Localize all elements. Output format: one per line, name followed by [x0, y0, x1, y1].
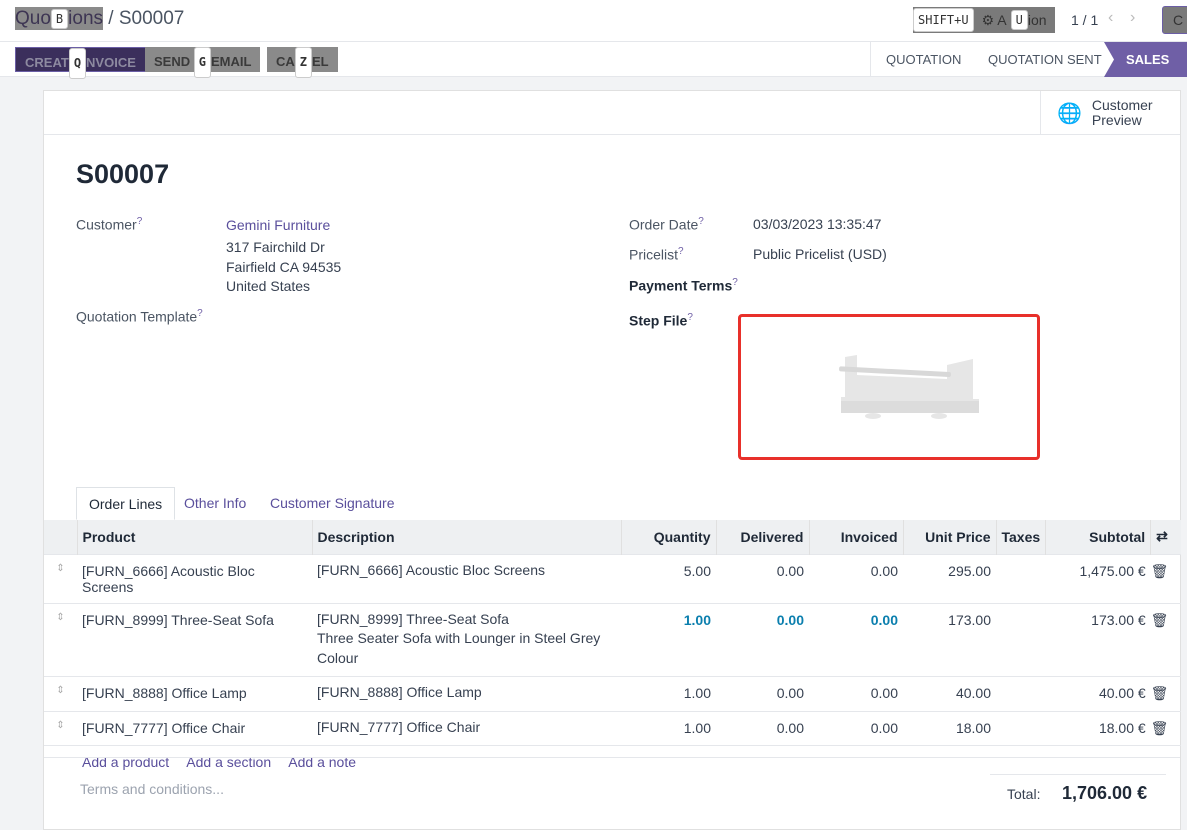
customer-address: 317 Fairchild Dr Fairfield CA 94535 United… [226, 239, 342, 294]
send-email-button[interactable]: SEND G EMAIL [145, 47, 261, 78]
quotation-template-label: Quotation Template? [76, 308, 203, 325]
trash-icon[interactable]: 🗑 [1150, 710, 1181, 746]
order-date-label: Order Date? [629, 216, 704, 233]
3d-model-preview [839, 355, 979, 419]
invoiced-cell[interactable]: 0.00 [809, 710, 903, 746]
table-row[interactable]: ⇕ [FURN_7777] Office Chair [FURN_7777] O… [44, 710, 1181, 746]
invoiced-cell[interactable]: 0.00 [809, 602, 903, 677]
invoiced-cell[interactable]: 0.00 [809, 676, 903, 711]
column-unit-price[interactable]: Unit Price [903, 520, 997, 554]
customer-label: Customer? [76, 216, 143, 233]
breadcrumb-current: S00007 [118, 8, 185, 29]
step-file-label: Step File? [629, 312, 693, 329]
invoiced-cell[interactable]: 0.00 [809, 553, 903, 603]
column-description[interactable]: Description [312, 520, 622, 554]
column-taxes[interactable]: Taxes [996, 520, 1047, 554]
product-cell[interactable]: [FURN_8999] Three-Seat Sofa [77, 602, 312, 677]
unit-price-cell[interactable]: 40.00 [903, 676, 996, 711]
payment-terms-label: Payment Terms? [629, 277, 738, 294]
delivered-cell[interactable]: 0.00 [716, 602, 809, 677]
description-cell[interactable]: [FURN_6666] Acoustic Bloc Screens [312, 553, 621, 603]
pager-previous-icon[interactable]: ‹ [1108, 9, 1114, 26]
subtotal-cell: 173.00 € [1045, 602, 1151, 677]
pricelist-label: Pricelist? [629, 246, 684, 263]
quantity-cell[interactable]: 5.00 [621, 553, 716, 603]
drag-handle-icon[interactable]: ⇕ [44, 553, 77, 603]
unit-price-cell[interactable]: 295.00 [903, 553, 996, 603]
unit-price-cell[interactable]: 173.00 [903, 602, 996, 677]
status-bar: CREAT Q NVOICE SEND G EMAIL CA Z EL QUOTATION… [0, 42, 1187, 79]
column-quantity[interactable]: Quantity [621, 520, 717, 554]
total-label: Total: [1007, 786, 1041, 802]
table-row[interactable]: ⇕ [FURN_6666] Acoustic Bloc Screens [FUR… [44, 553, 1181, 603]
drag-handle-icon[interactable]: ⇕ [44, 602, 77, 677]
shortcut-key: B [50, 8, 69, 29]
record-name: S00007 [76, 159, 170, 189]
customer-link[interactable]: Gemini Furniture [226, 217, 331, 233]
status-sales-order[interactable]: SALES ORDER [1104, 42, 1187, 77]
subtotal-cell: 18.00 € [1045, 710, 1151, 746]
description-cell[interactable]: [FURN_8888] Office Lamp [312, 676, 621, 711]
product-cell[interactable]: [FURN_8888] Office Lamp [77, 676, 312, 711]
subtotal-cell: 1,475.00 € [1045, 553, 1151, 603]
tab-customer-signature[interactable]: Customer Signature [270, 495, 395, 511]
add-line-links: Add a product Add a section Add a note [77, 745, 1181, 778]
pager-value[interactable]: 1 / 1 [1071, 12, 1099, 28]
unit-price-cell[interactable]: 18.00 [903, 710, 996, 746]
pricelist-value[interactable]: Public Pricelist (USD) [753, 246, 887, 262]
order-lines-table: Product Description Quantity Delivered I… [44, 520, 1181, 778]
customer-preview-button[interactable]: 🌐 Customer Preview [1040, 91, 1180, 135]
tab-order-lines[interactable]: Order Lines [76, 487, 176, 520]
cancel-button[interactable]: CA Z EL [267, 47, 338, 78]
product-cell[interactable]: [FURN_6666] Acoustic Bloc Screens [77, 553, 312, 603]
status-quotation-sent[interactable]: QUOTATION SENT [988, 52, 1102, 67]
table-row[interactable]: ⇕ [FURN_8888] Office Lamp [FURN_8888] Of… [44, 676, 1181, 711]
drag-handle-icon[interactable]: ⇕ [44, 710, 77, 746]
quantity-cell[interactable]: 1.00 [621, 710, 716, 746]
delivered-cell[interactable]: 0.00 [716, 553, 809, 603]
trash-icon[interactable]: 🗑 [1150, 602, 1181, 677]
description-cell[interactable]: [FURN_7777] Office Chair [312, 710, 621, 746]
column-invoiced[interactable]: Invoiced [809, 520, 904, 554]
column-product[interactable]: Product [77, 520, 313, 554]
column-subtotal[interactable]: Subtotal [1045, 520, 1152, 554]
taxes-cell[interactable] [996, 676, 1046, 711]
taxes-cell[interactable] [996, 602, 1046, 677]
trash-icon[interactable]: 🗑 [1150, 553, 1181, 603]
add-section-link[interactable]: Add a section [186, 754, 272, 770]
terms-input[interactable]: Terms and conditions... [80, 781, 224, 797]
pager-next-icon[interactable]: › [1130, 9, 1136, 26]
total-value: 1,706.00 € [1062, 783, 1148, 803]
product-cell[interactable]: [FURN_7777] Office Chair [77, 710, 312, 746]
add-product-link[interactable]: Add a product [82, 754, 170, 770]
delivered-cell[interactable]: 0.00 [716, 710, 809, 746]
create-invoice-button[interactable]: CREAT Q NVOICE [15, 47, 146, 79]
step-file-viewer[interactable] [738, 314, 1040, 460]
quantity-cell[interactable]: 1.00 [621, 676, 716, 711]
taxes-cell[interactable] [996, 710, 1046, 746]
globe-icon: 🌐 [1057, 102, 1082, 125]
shortcut-hint: SHIFT+U [913, 8, 974, 32]
quantity-cell[interactable]: 1.00 [621, 602, 716, 677]
form-sheet: 🌐 Customer Preview S00007 Customer? Gemi… [43, 90, 1181, 830]
drag-handle-icon[interactable]: ⇕ [44, 676, 77, 711]
create-button[interactable]: C [1162, 6, 1187, 34]
subtotal-cell: 40.00 € [1045, 676, 1151, 711]
tab-other-info[interactable]: Other Info [184, 495, 247, 511]
taxes-cell[interactable] [996, 553, 1046, 603]
add-note-link[interactable]: Add a note [288, 754, 356, 770]
table-row[interactable]: ⇕ [FURN_8999] Three-Seat Sofa [FURN_8999… [44, 602, 1181, 677]
optional-columns-icon[interactable]: ⇄ [1150, 520, 1181, 554]
column-delivered[interactable]: Delivered [716, 520, 810, 554]
delivered-cell[interactable]: 0.00 [716, 676, 809, 711]
status-quotation[interactable]: QUOTATION [886, 52, 962, 67]
trash-icon[interactable]: 🗑 [1150, 676, 1181, 711]
order-date-value[interactable]: 03/03/2023 13:35:47 [753, 216, 882, 232]
description-cell[interactable]: [FURN_8999] Three-Seat Sofa Three Seater … [312, 602, 621, 677]
